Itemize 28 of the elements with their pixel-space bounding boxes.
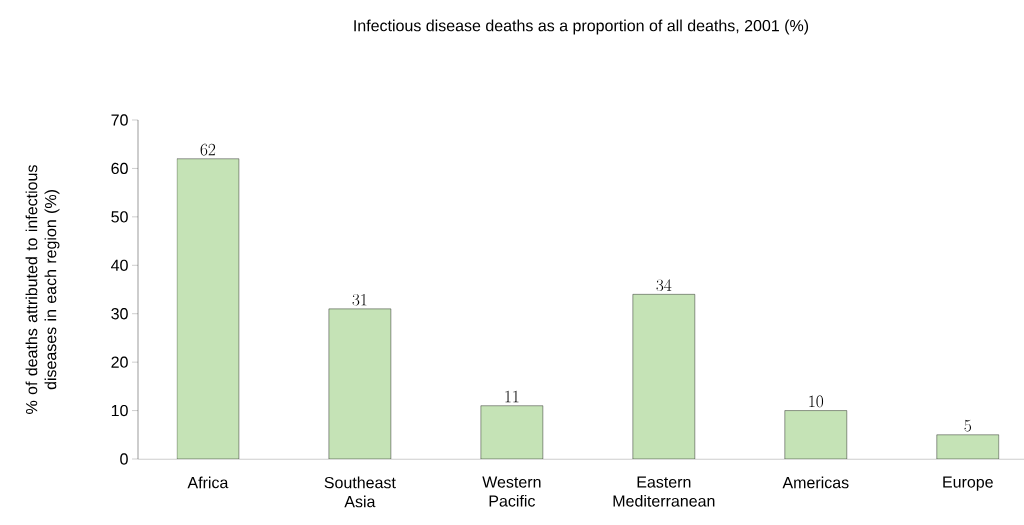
data-label: 31 — [352, 293, 367, 306]
y-tick-label: 50 — [111, 211, 128, 223]
chart-title: Infectious disease deaths as a proportion of all deaths, 2001 (%) — [354, 19, 809, 35]
y-axis-title: % of deaths attributed to infectious diseases in each region (%) — [25, 165, 60, 414]
bar — [936, 434, 999, 459]
y-tick-label: 20 — [111, 356, 128, 368]
data-label: 34 — [656, 279, 672, 292]
data-label: 10 — [809, 395, 824, 408]
bar — [176, 158, 239, 459]
x-tick-label: Americas — [782, 476, 849, 489]
x-tick-label: Southeast Asia — [324, 476, 396, 508]
x-tick-label: Western Pacific — [482, 476, 541, 507]
y-tick-label: 40 — [111, 259, 128, 271]
y-tick-label: 10 — [111, 404, 128, 417]
y-tick-label: 70 — [111, 114, 128, 126]
data-label: 62 — [200, 143, 216, 156]
y-tick-label: 0 — [120, 453, 128, 465]
bar — [328, 308, 391, 459]
bar — [480, 405, 543, 459]
data-label: 5 — [964, 419, 972, 432]
x-tick-label: Africa — [187, 476, 229, 489]
y-tick-label: 60 — [111, 162, 128, 175]
bar — [784, 410, 847, 459]
x-tick-label: Europe — [943, 476, 993, 491]
data-label: 11 — [505, 390, 519, 403]
y-tick-label: 30 — [111, 308, 128, 320]
bar — [632, 294, 695, 459]
x-tick-label: Eastern Mediterranean — [613, 476, 715, 507]
